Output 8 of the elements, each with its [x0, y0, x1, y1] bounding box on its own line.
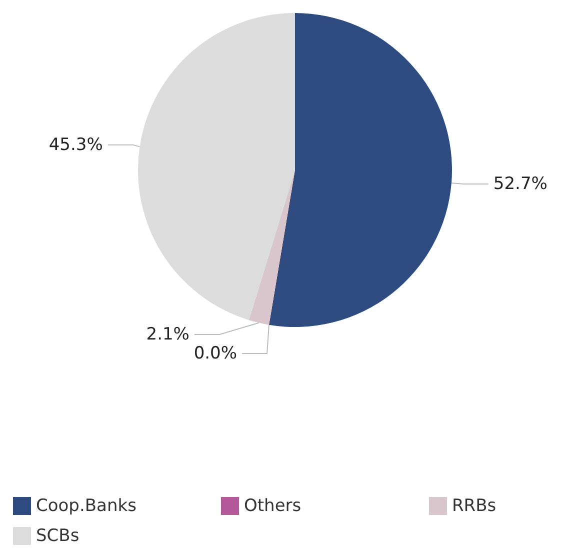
text: 0.0%	[194, 343, 238, 364]
data-label: 45.3%	[48, 134, 103, 155]
data-label: 52.7%	[493, 174, 548, 194]
data-label: 2.1%	[146, 324, 190, 344]
legend-label: RRBs	[452, 496, 496, 516]
legend-label: Others	[244, 496, 302, 516]
legend-label: Coop.Banks	[36, 496, 137, 516]
legend-label: SCBs	[36, 526, 80, 546]
